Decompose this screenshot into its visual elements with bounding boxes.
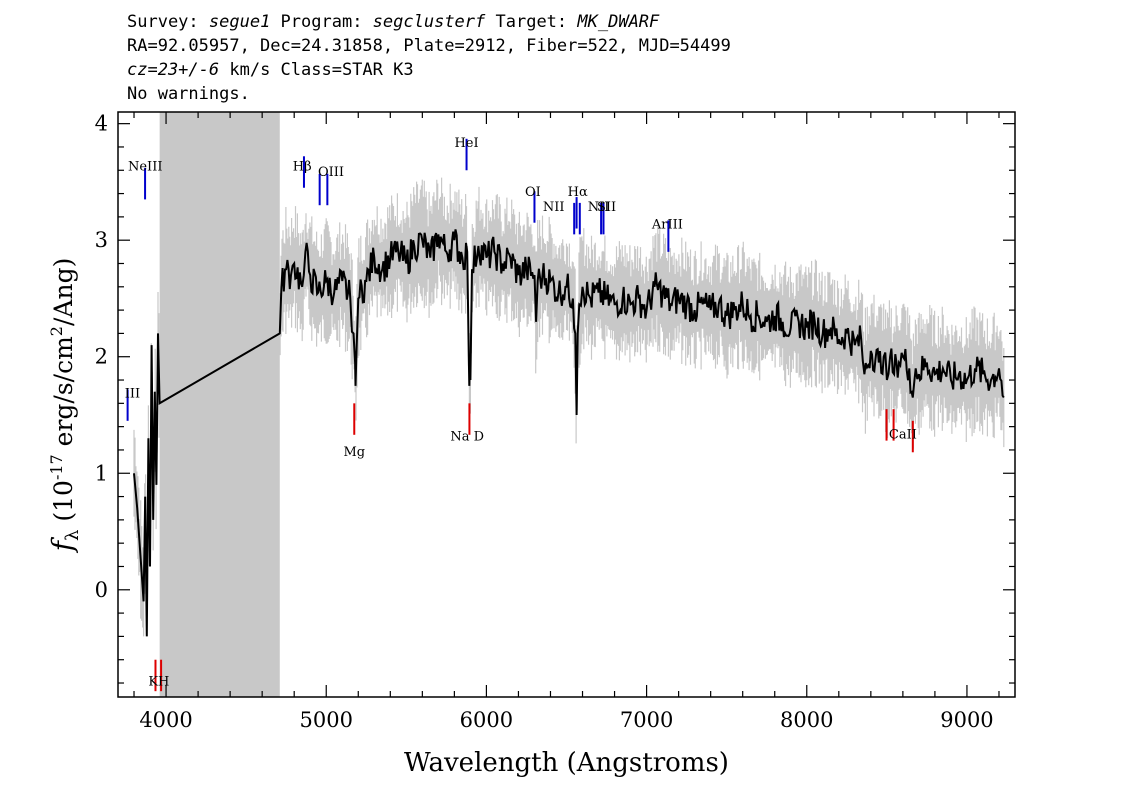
line-label: K xyxy=(148,674,158,689)
header-survey-line: Survey: segue1 Program: segclusterf Targ… xyxy=(127,10,731,34)
plot-header: Survey: segue1 Program: segclusterf Targ… xyxy=(127,10,731,106)
x-tick-label: 8000 xyxy=(780,708,833,732)
line-label: NII xyxy=(588,200,610,215)
y-tick-label: 0 xyxy=(95,578,108,602)
line-label: III xyxy=(125,387,140,402)
x-tick-label: 4000 xyxy=(139,708,192,732)
header-coords-line: RA=92.05957, Dec=24.31858, Plate=2912, F… xyxy=(127,36,731,56)
line-label: Mg xyxy=(343,445,365,460)
header-cz-line: cz=23+/-6 km/s Class=STAR K3 xyxy=(127,58,731,82)
header-warnings-line: No warnings. xyxy=(127,84,250,104)
x-tick-label: 6000 xyxy=(460,708,513,732)
x-axis-ticks: 4000 5000 6000 7000 8000 9000 xyxy=(133,112,1000,732)
x-tick-label: 7000 xyxy=(620,708,673,732)
class-value: km/s Class=STAR K3 xyxy=(219,60,414,80)
cz-value: cz=23+/-6 xyxy=(127,60,220,80)
spectrum-line xyxy=(133,229,1005,637)
target-value: MK_DWARF xyxy=(577,12,660,32)
spectrum-layer xyxy=(133,229,1005,637)
line-label: OIII xyxy=(318,165,344,180)
x-axis-label: Wavelength (Angstroms) xyxy=(404,748,729,778)
masked-wavelength-region xyxy=(159,112,280,697)
y-tick-label: 4 xyxy=(95,112,108,136)
line-label: CaII xyxy=(889,427,917,442)
y-axis-label: fλ (10-17 erg/s/cm2/Ang) xyxy=(46,258,83,554)
line-label: NII xyxy=(543,200,565,215)
line-label: ArIII xyxy=(651,218,683,233)
line-label: Hβ xyxy=(293,159,312,174)
y-tick-label: 2 xyxy=(95,345,108,369)
line-label: H xyxy=(158,674,169,689)
survey-value: segue1 xyxy=(208,12,271,32)
masked-region-layer xyxy=(159,112,280,697)
line-label: SII xyxy=(597,200,616,215)
line-label: Na D xyxy=(450,430,484,445)
line-label: Hα xyxy=(568,185,588,200)
x-tick-label: 9000 xyxy=(940,708,993,732)
y-tick-label: 1 xyxy=(95,461,108,485)
survey-label: Survey: xyxy=(127,12,209,32)
line-label: NeIII xyxy=(128,159,162,174)
plot-frame xyxy=(117,111,1016,698)
x-tick-label: 5000 xyxy=(300,708,353,732)
line-label: OI xyxy=(525,185,541,200)
line-label: HeI xyxy=(454,136,478,151)
target-label: Target: xyxy=(485,12,578,32)
spectral-line-markers xyxy=(126,138,914,692)
y-tick-label: 3 xyxy=(95,228,108,252)
program-label: Program: xyxy=(270,12,373,32)
y-axis-ticks: 0 1 2 3 4 xyxy=(95,112,1015,684)
program-value: segclusterf xyxy=(372,12,486,32)
